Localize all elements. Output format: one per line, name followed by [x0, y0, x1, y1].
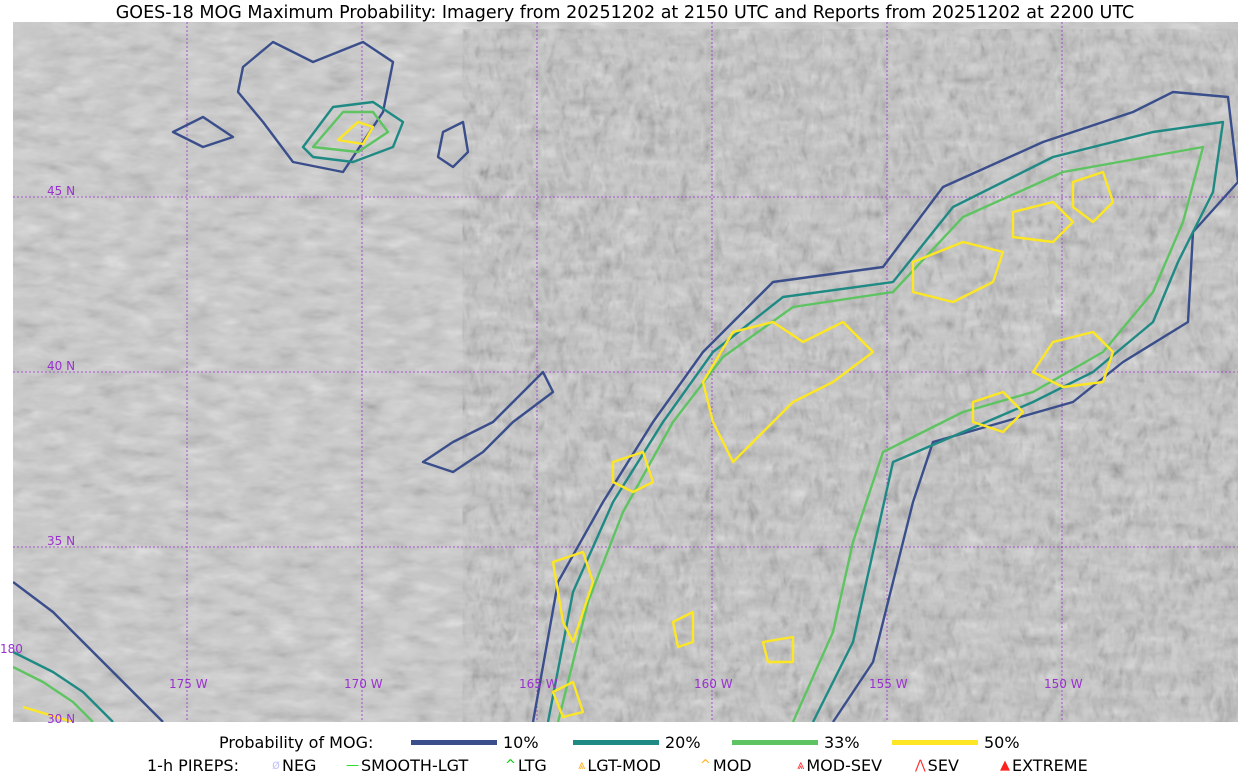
pirep-legend-label: SMOOTH-LGT [361, 756, 469, 775]
pirep-legend-label: SEV [927, 756, 959, 775]
pirep-legend-label: MOD [712, 756, 752, 775]
contour-10pct [421, 370, 555, 474]
legend-swatch [732, 740, 818, 745]
contour-50pct [1071, 170, 1115, 224]
contour-50pct [911, 240, 1005, 304]
caret-icon: ^ [700, 758, 711, 773]
caret-icon: ^ [505, 758, 516, 773]
filled-triangle-icon: ▲ [1000, 758, 1010, 773]
longitude-label: 155 W [869, 677, 908, 691]
contour-50pct [22, 705, 74, 724]
longitude-label: 150 W [1044, 677, 1083, 691]
cloud-band [533, 92, 1238, 722]
pirep-legend-label: LGT-MOD [587, 756, 661, 775]
contour-10pct [436, 120, 470, 169]
legend-swatch [892, 740, 978, 745]
contour-10pct [236, 40, 395, 174]
legend-swatch [411, 740, 497, 745]
double-caret-icon: ⋀ [915, 758, 926, 773]
longitude-label: 175 W [169, 677, 208, 691]
pireps-legend-title: 1-h PIREPS: [147, 756, 239, 775]
legend-level-label: 10% [503, 733, 539, 752]
contour-33pct [556, 145, 1205, 723]
figure-title: GOES-18 MOG Maximum Probability: Imagery… [115, 3, 1135, 23]
longitude-label: 160 W [694, 677, 733, 691]
contour-10pct [531, 90, 1240, 723]
longitude-label: 180 [0, 642, 23, 656]
contour-50pct [551, 550, 595, 644]
caret-bar-icon: ⩓ [578, 758, 586, 773]
contour-20pct [301, 100, 405, 164]
pirep-legend-label: MOD-SEV [806, 756, 883, 775]
probability-contours [12, 40, 1240, 724]
legend-level: 10% [411, 733, 539, 752]
neg-icon: ø [272, 758, 280, 773]
contour-10pct [12, 581, 164, 723]
legend-level: 33% [732, 733, 860, 752]
contour-50pct [671, 610, 695, 649]
contour-33pct [12, 665, 94, 723]
contour-50pct [761, 635, 795, 664]
pirep-legend-item: ⩓ LGT-MOD [578, 756, 661, 775]
pirep-legend-label: LTG [517, 756, 547, 775]
pirep-legend-label: EXTREME [1012, 756, 1088, 775]
pirep-legend-item: ø NEG [272, 756, 316, 775]
double-caret-bar-icon: ⩓ [797, 758, 805, 773]
pirep-legend-item: ⩓ MOD-SEV [797, 756, 882, 775]
latitude-label: 45 N [47, 184, 76, 198]
pirep-legend-item: ^ LTG [505, 756, 547, 775]
contour-10pct [171, 115, 235, 149]
latitude-label: 30 N [47, 712, 76, 726]
map-canvas [12, 22, 1240, 724]
legend-level-label: 33% [824, 733, 860, 752]
contour-50pct [551, 680, 585, 719]
contour-20pct [546, 120, 1225, 723]
line-icon: — [346, 758, 359, 773]
contour-50pct [971, 390, 1025, 434]
latitude-label: 40 N [47, 359, 76, 373]
probability-legend-title: Probability of MOG: [219, 733, 374, 752]
contour-33pct [311, 110, 390, 154]
legend-level: 50% [892, 733, 1020, 752]
contour-50pct [1031, 330, 1115, 389]
pirep-legend-item: ^ MOD [700, 756, 752, 775]
longitude-label: 165 W [519, 677, 558, 691]
legend-level-label: 50% [984, 733, 1020, 752]
contour-50pct [1011, 200, 1075, 244]
contour-50pct [701, 320, 875, 464]
pirep-legend-item: — SMOOTH-LGT [346, 756, 468, 775]
pirep-legend-label: NEG [281, 756, 317, 775]
contour-50pct [611, 450, 655, 494]
pirep-legend-item: ⋀ SEV [915, 756, 959, 775]
satellite-map: 180 175 W 170 W 165 W 160 W 155 W 150 W 30 N 35 … [0, 22, 1240, 726]
pirep-legend-item: ▲ EXTREME [1000, 756, 1088, 775]
contour-20pct [12, 650, 114, 723]
legend-level: 20% [573, 733, 701, 752]
latitude-label: 35 N [47, 534, 76, 548]
legend-level-label: 20% [665, 733, 701, 752]
contour-50pct [336, 120, 375, 146]
legend-swatch [573, 740, 659, 745]
longitude-label: 170 W [344, 677, 383, 691]
